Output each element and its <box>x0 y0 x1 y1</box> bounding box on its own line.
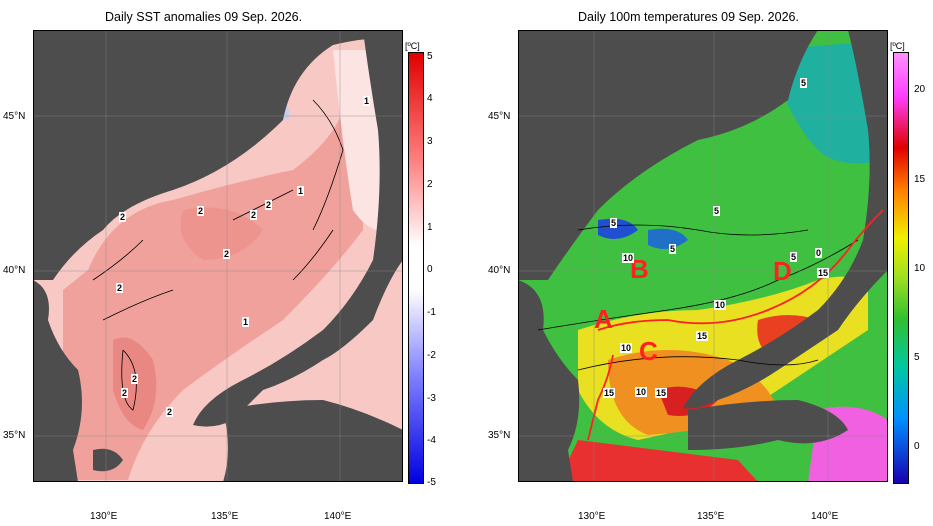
sst-anomaly-map: 1 1 2 2 2 2 2 2 1 2 2 2 <box>33 30 403 482</box>
contour-label: 2 <box>223 249 231 259</box>
zone-label-d: D <box>773 256 792 286</box>
colorbar-tick-label: 4 <box>427 93 433 104</box>
lon-label: 140°E <box>324 511 352 522</box>
colorbar-tick-label: -3 <box>427 393 436 404</box>
lat-label: 35°N <box>488 430 511 441</box>
contour-label: 2 <box>119 212 127 222</box>
lon-label: 130°E <box>578 511 606 522</box>
contour-label: 0 <box>815 248 823 258</box>
contour-label: 15 <box>655 388 668 398</box>
lon-label: 135°E <box>211 511 239 522</box>
colorbar-tick-label: 3 <box>427 136 433 147</box>
colorbar-tick-label: -5 <box>427 477 436 488</box>
contour-label: 2 <box>116 283 124 293</box>
lat-label: 40°N <box>3 265 26 276</box>
colorbar-tick-label: 10 <box>914 263 926 274</box>
contour-label: 15 <box>603 388 616 398</box>
contour-label: 2 <box>197 206 205 216</box>
colorbar-tick-label: -1 <box>427 307 436 318</box>
temperature-colorbar <box>893 52 909 484</box>
lat-label: 45°N <box>488 111 511 122</box>
contour-label: 5 <box>790 252 798 262</box>
contour-label: 2 <box>250 210 258 220</box>
temperature-100m-map: A B C D 5 5 5 5 5 10 0 15 10 10 15 15 10… <box>518 30 888 482</box>
left-panel-title: Daily SST anomalies 09 Sep. 2026. <box>105 10 303 24</box>
contour-label: 10 <box>622 253 635 263</box>
colorbar-tick-label: 20 <box>914 84 926 95</box>
contour-label: 10 <box>620 343 633 353</box>
contour-label: 2 <box>166 407 174 417</box>
colorbar-tick-label: 15 <box>914 174 926 185</box>
zone-label-c: C <box>639 336 658 366</box>
contour-label: 5 <box>800 78 808 88</box>
colorbar-tick-label: 5 <box>427 51 433 62</box>
lat-label: 45°N <box>3 111 26 122</box>
lon-label: 140°E <box>811 511 839 522</box>
lon-label: 135°E <box>697 511 725 522</box>
colorbar-tick-label: 0 <box>427 264 433 275</box>
contour-label: 2 <box>131 374 139 384</box>
colorbar-tick-label: 0 <box>914 441 920 452</box>
colorbar-unit: [ºC] <box>405 41 420 51</box>
contour-label: 5 <box>669 244 677 254</box>
contour-label: 15 <box>696 331 709 341</box>
contour-label: 10 <box>714 300 727 310</box>
colorbar-tick-label: 1 <box>427 222 433 233</box>
contour-label: 2 <box>265 200 273 210</box>
anomaly-colorbar <box>408 52 424 484</box>
right-panel-title: Daily 100m temperatures 09 Sep. 2026. <box>578 10 799 24</box>
contour-label: 5 <box>610 218 618 228</box>
contour-label: 5 <box>713 206 721 216</box>
lat-label: 35°N <box>3 430 26 441</box>
contour-label: 1 <box>363 96 371 106</box>
colorbar-tick-label: -2 <box>427 350 436 361</box>
colorbar-tick-label: 5 <box>914 352 920 363</box>
contour-label: 10 <box>635 387 648 397</box>
contour-label: 2 <box>121 388 129 398</box>
zone-label-a: A <box>594 304 613 334</box>
zone-label-b: B <box>630 254 649 284</box>
colorbar-tick-label: -4 <box>427 435 436 446</box>
lat-label: 40°N <box>488 265 511 276</box>
colorbar-unit: [ºC] <box>890 41 905 51</box>
contour-label: 1 <box>297 186 305 196</box>
colorbar-tick-label: 2 <box>427 179 433 190</box>
lon-label: 130°E <box>90 511 118 522</box>
contour-label: 15 <box>817 268 830 278</box>
contour-label: 1 <box>242 317 250 327</box>
